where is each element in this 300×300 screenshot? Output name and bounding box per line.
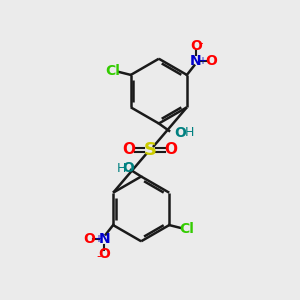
Text: O: O xyxy=(190,39,202,53)
Text: -: - xyxy=(97,250,101,263)
Text: S: S xyxy=(143,141,157,159)
Text: O: O xyxy=(205,54,217,68)
Text: N: N xyxy=(98,232,110,246)
Text: O: O xyxy=(123,161,134,175)
Text: O: O xyxy=(122,142,135,158)
Text: H: H xyxy=(184,126,194,140)
Text: H: H xyxy=(116,162,126,175)
Text: O: O xyxy=(83,232,95,246)
Text: O: O xyxy=(165,142,178,158)
Text: Cl: Cl xyxy=(179,222,194,236)
Text: +: + xyxy=(198,56,206,66)
Text: -: - xyxy=(199,37,203,50)
Text: Cl: Cl xyxy=(106,64,121,78)
Text: +: + xyxy=(94,234,102,244)
Text: O: O xyxy=(98,247,110,261)
Text: N: N xyxy=(190,54,202,68)
Text: O: O xyxy=(174,126,186,140)
